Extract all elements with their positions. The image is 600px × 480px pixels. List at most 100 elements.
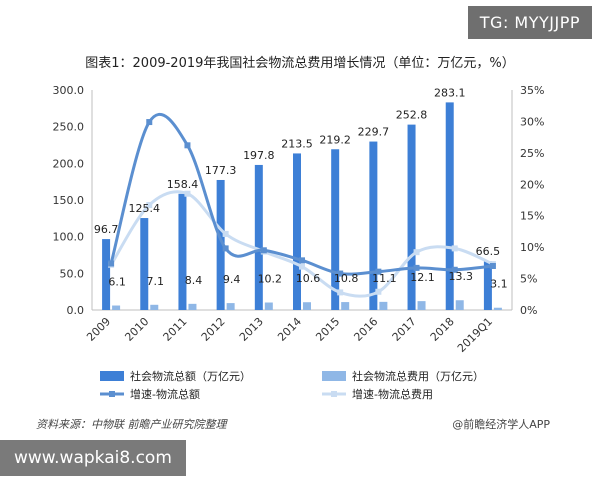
label-total-logistics: 252.8 — [396, 109, 428, 122]
x-tick-label: 2015 — [313, 315, 342, 344]
label-total-cost: 7.1 — [147, 275, 165, 288]
legend-label: 增速-物流总额 — [130, 387, 200, 401]
label-total-cost: 13.3 — [448, 270, 473, 283]
x-tick-label: 2011 — [161, 315, 190, 344]
telegram-watermark-tag: TG: MYYJJPP — [467, 6, 592, 39]
bar-total-logistics — [140, 218, 149, 310]
label-total-logistics: 229.7 — [358, 126, 390, 139]
source-note: 资料来源：中物联 前瞻产业研究院整理 — [36, 418, 227, 431]
point-growth-total — [489, 263, 496, 269]
right-tick-label: 5% — [520, 273, 537, 286]
right-tick-label: 35% — [520, 84, 544, 97]
x-tick-label: 2018 — [428, 315, 457, 344]
legend-label: 社会物流总费用（万亿元） — [352, 369, 484, 383]
x-tick-label: 2019Q1 — [455, 315, 495, 355]
label-total-logistics: 96.7 — [94, 223, 119, 236]
bar-total-logistics — [445, 102, 454, 310]
point-growth-cost — [451, 245, 458, 252]
bar-total-cost — [493, 307, 502, 310]
label-total-cost: 12.1 — [410, 271, 435, 284]
bar-total-cost — [455, 300, 464, 310]
bar-total-logistics — [216, 179, 225, 310]
label-total-logistics: 66.5 — [476, 245, 501, 258]
point-growth-total — [184, 142, 191, 149]
point-growth-total — [146, 119, 153, 126]
bar-total-logistics — [293, 153, 301, 310]
point-growth-total — [299, 257, 305, 264]
bar-total-logistics — [483, 261, 492, 310]
left-tick-label: 100.0 — [53, 231, 85, 244]
point-growth-cost — [299, 263, 305, 270]
label-total-cost: 8.4 — [185, 274, 203, 287]
point-growth-total — [222, 245, 229, 252]
bar-total-cost — [379, 301, 388, 310]
point-growth-cost — [184, 190, 191, 197]
right-tick-label: 0% — [520, 304, 537, 317]
bar-total-cost — [188, 303, 197, 310]
label-total-logistics: 177.3 — [205, 164, 237, 177]
chart-title: 图表1：2009-2019年我国社会物流总费用增长情况（单位：万亿元，%） — [85, 56, 515, 71]
left-tick-label: 150.0 — [53, 194, 85, 207]
label-total-logistics: 158.4 — [167, 178, 199, 191]
left-tick-label: 300.0 — [53, 84, 85, 97]
label-total-logistics: 283.1 — [434, 86, 466, 99]
right-tick-label: 20% — [520, 178, 544, 191]
legend-swatch — [322, 371, 346, 381]
point-growth-total — [413, 264, 420, 271]
legend-marker — [331, 391, 337, 397]
right-tick-label: 10% — [520, 241, 544, 254]
bar-total-logistics — [369, 141, 378, 310]
legend-label: 增速-物流总费用 — [352, 387, 433, 401]
left-tick-label: 250.0 — [53, 121, 85, 134]
brand-credit: @前瞻经济学人APP — [452, 418, 550, 431]
x-tick-label: 2012 — [199, 315, 228, 344]
label-total-logistics: 125.4 — [129, 202, 161, 215]
point-growth-total — [260, 247, 267, 254]
right-tick-label: 30% — [520, 115, 544, 128]
x-tick-label: 2017 — [390, 315, 419, 344]
bar-total-cost — [226, 303, 235, 310]
site-url-watermark: www.wapkai8.com — [0, 440, 186, 476]
legend-swatch — [100, 371, 124, 381]
label-total-logistics: 197.8 — [243, 149, 275, 162]
label-total-logistics: 219.2 — [319, 133, 351, 146]
x-tick-label: 2010 — [122, 315, 151, 344]
legend-marker — [109, 391, 115, 397]
x-tick-label: 2016 — [351, 315, 380, 344]
bar-total-logistics — [331, 149, 340, 310]
bar-total-cost — [303, 302, 311, 310]
point-growth-total — [451, 266, 458, 273]
point-growth-cost — [375, 288, 382, 295]
point-growth-cost — [413, 249, 420, 256]
bar-total-cost — [112, 305, 121, 310]
point-growth-cost — [222, 230, 229, 237]
point-growth-total — [375, 268, 382, 275]
point-growth-total — [108, 260, 115, 267]
bar-total-cost — [150, 304, 159, 310]
point-growth-total — [337, 270, 344, 277]
x-tick-label: 2013 — [237, 315, 266, 344]
bar-total-logistics — [407, 124, 416, 310]
left-tick-label: 200.0 — [53, 157, 85, 170]
point-growth-cost — [337, 289, 344, 296]
label-total-cost: 10.2 — [258, 273, 283, 286]
label-total-cost: 9.4 — [223, 273, 241, 286]
x-tick-label: 2014 — [275, 315, 304, 344]
legend-label: 社会物流总额（万亿元） — [130, 369, 251, 383]
point-growth-cost — [146, 202, 153, 209]
label-total-cost: 3.1 — [490, 278, 508, 291]
label-total-cost: 10.6 — [296, 272, 321, 285]
bar-total-logistics — [254, 164, 263, 310]
bar-total-cost — [341, 302, 350, 310]
right-tick-label: 25% — [520, 147, 544, 160]
label-total-cost: 6.1 — [108, 276, 126, 289]
bar-total-logistics — [102, 239, 111, 310]
bar-total-logistics — [178, 193, 187, 310]
right-tick-label: 15% — [520, 210, 544, 223]
x-tick-label: 2009 — [84, 315, 113, 344]
bar-total-cost — [417, 301, 426, 310]
label-total-logistics: 213.5 — [281, 137, 313, 150]
label-total-cost: 10.8 — [334, 272, 359, 285]
bar-total-cost — [264, 302, 273, 310]
line-growth-total — [109, 113, 494, 276]
